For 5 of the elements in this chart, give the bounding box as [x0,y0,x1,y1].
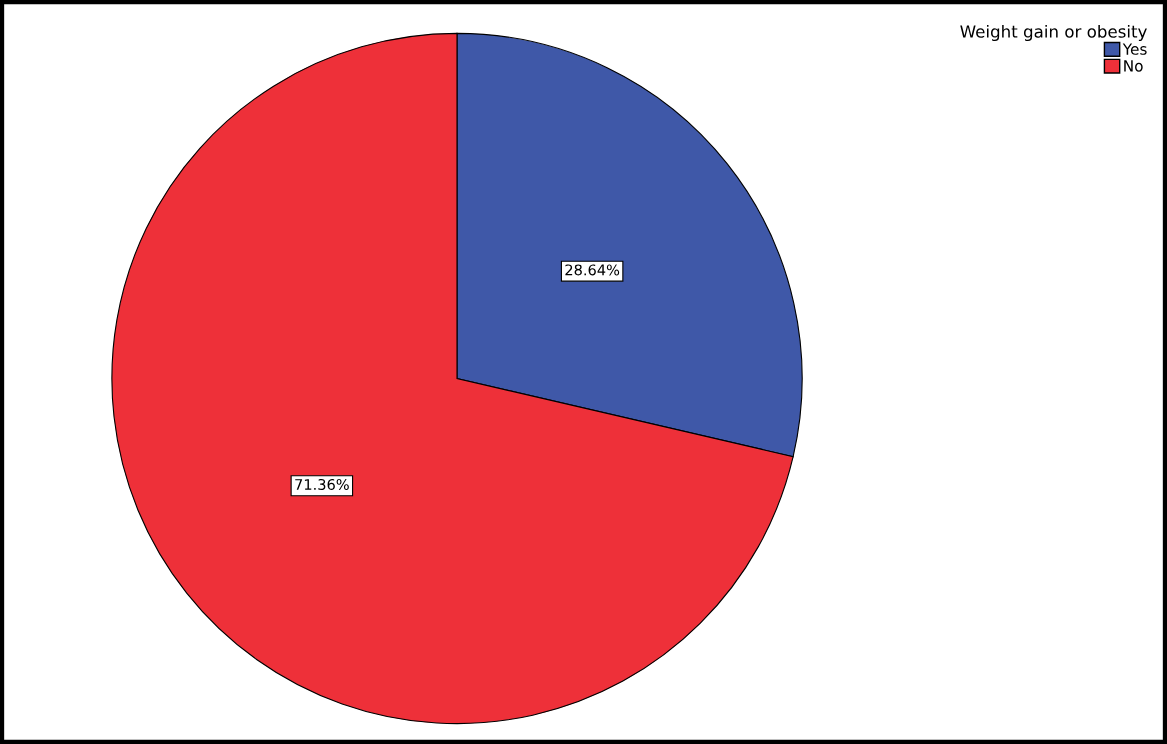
data-label: 28.64% [565,264,620,276]
legend-label: No [1124,60,1143,72]
legend-label: Yes [1122,43,1147,55]
data-label: 71.36% [295,478,349,490]
legend-title: Weight gain or obesity [960,24,1147,42]
